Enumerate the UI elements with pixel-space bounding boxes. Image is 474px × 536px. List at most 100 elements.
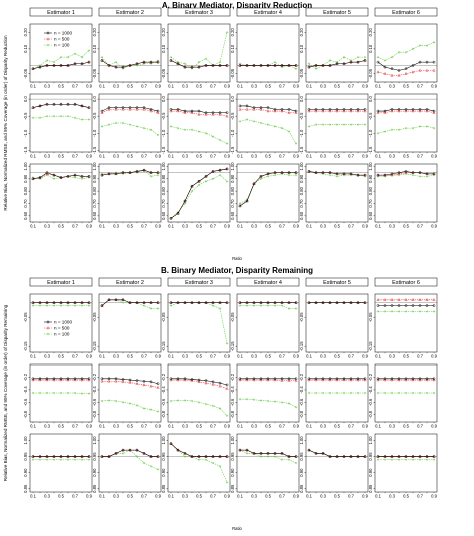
x-tick-label: 0.9: [155, 424, 161, 429]
point-n100: [383, 130, 387, 133]
point-n100: [183, 62, 187, 65]
point-n100: [142, 461, 146, 465]
series-line-n100: [308, 56, 365, 70]
point-n1000: [38, 455, 42, 458]
point-n1000: [245, 64, 249, 67]
point-n500: [218, 384, 222, 388]
y-tick-label: 0.85: [92, 484, 97, 493]
point-n1000: [432, 455, 436, 458]
y-tick-label: -0.15: [230, 341, 235, 351]
point-n1000: [52, 301, 56, 305]
point-n100: [45, 114, 49, 118]
point-n100: [218, 307, 222, 310]
y-tick-label: 0.85: [368, 484, 373, 493]
y-tick-label: 1.00: [161, 436, 166, 445]
point-n100: [114, 121, 118, 125]
panel-normalized-rmse-estimator-6: -0.8 -0.6 -0.4 -0.2 0.1 0.3 0.5 0.7 0.9: [368, 363, 438, 429]
point-n1000: [252, 301, 256, 305]
x-tick-label: 0.5: [403, 494, 409, 499]
x-tick-label: 0.9: [431, 154, 437, 159]
point-n500: [135, 107, 139, 111]
point-n1000: [287, 64, 291, 67]
point-n1000: [390, 455, 394, 458]
point-n1000: [128, 171, 132, 174]
x-tick-label: 0.7: [72, 494, 78, 499]
point-n1000: [142, 168, 146, 172]
point-n100: [259, 304, 263, 307]
point-n1000: [197, 179, 201, 183]
point-n1000: [432, 172, 436, 176]
y-tick-label: -0.2: [368, 373, 373, 381]
estimator-header: Estimator 1: [47, 280, 75, 286]
point-n1000: [190, 184, 194, 188]
panel-95-coverage-estimator-5: 0.85 0.90 0.95 1.00 0.1 0.3 0.5 0.7 0.9: [299, 433, 369, 499]
series-line-n100: [170, 32, 228, 70]
point-n100: [294, 405, 298, 409]
point-n1000: [266, 172, 270, 176]
point-n100: [66, 458, 70, 461]
x-tick-label: 0.1: [30, 424, 36, 429]
y-tick-label: 0.10: [368, 44, 373, 53]
y-tick-label: -0.4: [92, 386, 97, 394]
point-n100: [149, 465, 153, 468]
point-n1000: [73, 455, 77, 458]
y-tick-label: -0.8: [23, 410, 28, 418]
x-tick-label: 0.1: [99, 84, 105, 89]
point-n1000: [273, 108, 277, 111]
series-line-n500: [171, 110, 228, 117]
y-tick-label: 0.0: [92, 96, 97, 102]
point-n100: [335, 175, 339, 178]
point-n1000: [238, 448, 242, 452]
point-n100: [183, 399, 187, 402]
point-n1000: [321, 108, 325, 111]
x-tick-label: 0.9: [155, 494, 161, 499]
x-tick-label: 0.5: [127, 494, 133, 499]
point-n1000: [376, 377, 380, 381]
point-n100: [287, 130, 291, 133]
point-n1000: [425, 60, 429, 64]
x-tick-label: 0.3: [113, 494, 119, 499]
x-tick-label: 0.1: [168, 494, 174, 499]
point-n1000: [356, 455, 360, 458]
point-n100: [31, 458, 35, 461]
y-tick-label: 0.90: [299, 468, 304, 477]
point-n1000: [321, 377, 325, 381]
point-n1000: [321, 64, 325, 67]
point-n1000: [356, 173, 360, 177]
point-n100: [238, 120, 242, 123]
point-n1000: [307, 377, 311, 381]
x-tick-label: 0.1: [375, 424, 381, 429]
point-n1000: [87, 60, 91, 64]
point-n1000: [59, 455, 63, 458]
point-n1000: [100, 173, 104, 177]
point-n100: [31, 304, 35, 307]
point-n1000: [211, 380, 215, 384]
point-n500: [183, 110, 187, 114]
estimator-header: Estimator 5: [323, 280, 351, 286]
point-n1000: [204, 175, 208, 178]
x-tick-label: 0.5: [58, 224, 64, 229]
point-n1000: [328, 171, 332, 174]
x-tick-label: 0.9: [155, 224, 161, 229]
point-n1000: [335, 172, 339, 176]
series-line-n1000: [308, 171, 365, 176]
point-n1000: [425, 455, 429, 458]
point-n1000: [190, 301, 194, 305]
point-n100: [169, 304, 173, 307]
y-tick-label: -0.05: [23, 68, 28, 78]
point-n100: [73, 176, 77, 179]
y-tick-label: -0.2: [161, 373, 166, 381]
point-n1000: [169, 216, 173, 220]
legend-marker: [46, 37, 50, 41]
panel-95-coverage-estimator-5: 0.60 0.70 0.80 0.90 1.00 0.1 0.3 0.5 0.7 0.9: [299, 162, 369, 229]
point-n100: [204, 180, 208, 183]
point-n1000: [142, 106, 146, 109]
point-n100: [135, 125, 139, 128]
y-tick-label: 0.10: [230, 44, 235, 53]
point-n500: [411, 298, 415, 301]
point-n100: [183, 202, 187, 205]
point-n100: [87, 458, 91, 461]
estimator-header-box: [29, 7, 93, 17]
y-tick-label: -1.5: [23, 146, 28, 154]
point-n1000: [238, 204, 242, 208]
